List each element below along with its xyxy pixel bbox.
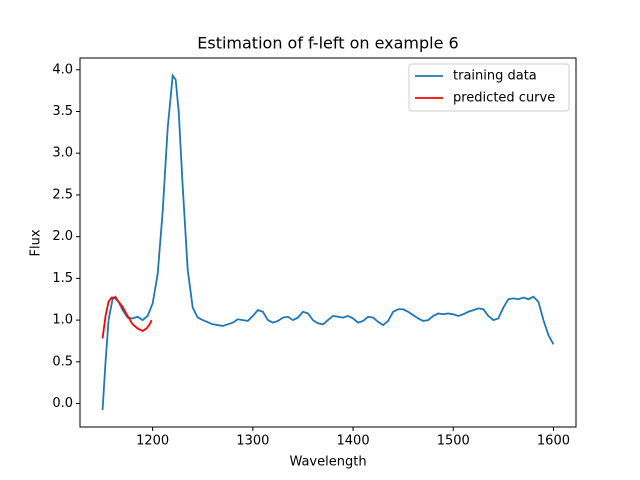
- line-series: [101, 296, 153, 339]
- y-tick-label: 0.0: [52, 396, 73, 411]
- x-tick-label: 1500: [437, 434, 470, 449]
- legend-label: predicted curve: [453, 91, 555, 106]
- y-tick-label: 1.5: [52, 271, 73, 286]
- x-axis-label: Wavelength: [289, 455, 366, 470]
- x-tick-label: 1200: [136, 434, 169, 449]
- y-tick-label: 4.0: [52, 62, 73, 77]
- y-tick-label: 1.0: [52, 313, 73, 328]
- y-tick-label: 2.0: [52, 229, 73, 244]
- y-tick-label: 3.0: [52, 146, 73, 161]
- plot-frame: [79, 57, 577, 428]
- legend-box: [408, 63, 570, 112]
- y-tick-label: 3.5: [52, 104, 73, 119]
- x-tick-label: 1300: [236, 434, 269, 449]
- x-tick-label: 1400: [337, 434, 370, 449]
- chart-title: Estimation of f-left on example 6: [197, 34, 458, 53]
- y-tick-label: 2.5: [52, 187, 73, 202]
- line-series: [101, 73, 555, 411]
- x-tick-label: 1600: [537, 434, 570, 449]
- legend-label: training data: [453, 69, 537, 84]
- y-axis-label: Flux: [29, 229, 44, 256]
- y-tick-label: 0.5: [52, 354, 73, 369]
